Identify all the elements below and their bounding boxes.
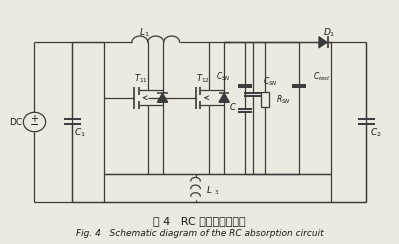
Polygon shape [219,93,229,102]
Text: $C$: $C$ [229,101,237,112]
Text: $C_1$: $C_1$ [74,127,86,139]
Text: $D_1$: $D_1$ [322,26,335,39]
Text: $T_{12}$: $T_{12}$ [196,72,210,85]
Text: +: + [30,113,38,123]
Text: $T_{11}$: $T_{11}$ [134,72,148,85]
Bar [261,92,269,107]
Text: $R_{SN}$: $R_{SN}$ [276,93,291,106]
Text: $C_{SN}$: $C_{SN}$ [215,71,230,83]
Text: $L_1$: $L_1$ [138,26,149,39]
Text: 图 4   RC 吸收电路原理图: 图 4 RC 吸收电路原理图 [153,216,246,226]
Text: Fig. 4   Schematic diagram of the RC absorption circuit: Fig. 4 Schematic diagram of the RC absor… [76,229,323,238]
Polygon shape [157,93,168,102]
Text: $C_{test}$: $C_{test}$ [313,71,331,83]
Text: $L$: $L$ [206,184,213,195]
Text: −: − [30,121,39,131]
Polygon shape [319,36,328,48]
Text: DC: DC [9,118,22,126]
Text: $C_{SN}$: $C_{SN}$ [263,76,277,88]
Text: $C_2$: $C_2$ [370,127,381,139]
Text: $_3$: $_3$ [214,188,219,197]
